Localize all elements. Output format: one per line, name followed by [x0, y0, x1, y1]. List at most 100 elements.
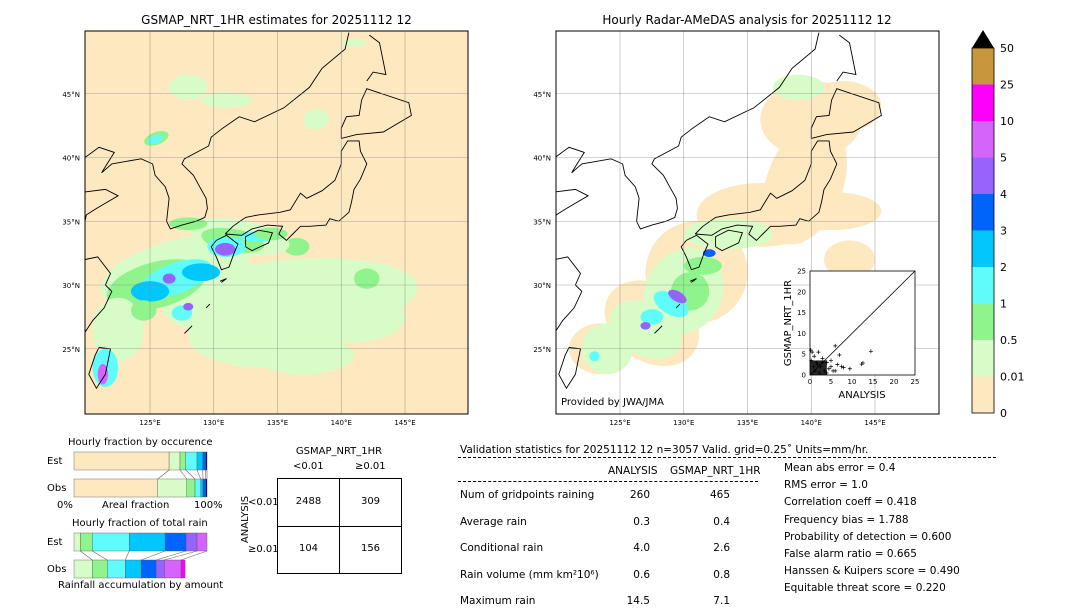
rain-obs-segment	[155, 559, 165, 579]
colorbar-label: 4	[1000, 188, 1007, 201]
score-line: Probability of detection = 0.600	[784, 530, 952, 543]
lon-tick-label: 125°E	[139, 419, 160, 427]
scatter-xtick: 0	[808, 378, 812, 386]
colorbar-label: 25	[1000, 79, 1014, 92]
coastline	[245, 229, 274, 252]
scatter-point	[812, 354, 817, 359]
coastline	[689, 278, 697, 283]
scatter-ytick: 15	[797, 309, 806, 317]
colorbar-label: 2	[1000, 261, 1007, 274]
rain-obs-segment	[180, 559, 186, 579]
scatter-point	[814, 360, 819, 365]
scatter-xtick: 15	[869, 378, 878, 386]
colorbar-label: 1	[1000, 298, 1007, 311]
connector	[180, 550, 208, 561]
col-analysis: ANALYSIS	[608, 465, 658, 477]
occ-obs-segment	[200, 478, 204, 498]
rain-obs-label: Obs	[47, 564, 67, 575]
scatter-xtick: 20	[890, 378, 899, 386]
cell-false-alarm: 309	[360, 496, 381, 507]
map-content	[85, 31, 468, 414]
col-label-0: <0.01	[293, 461, 324, 472]
cell-hit-none: 2488	[295, 496, 322, 507]
occ-est-segment	[73, 451, 170, 471]
col-gsmap: GSMAP_NRT_1HR	[670, 465, 761, 477]
stats-header: Validation statistics for 20251112 12 n=…	[460, 444, 869, 456]
lon-tick-label: 135°E	[737, 419, 758, 427]
score-line: Frequency bias = 1.788	[784, 513, 909, 526]
occ-est-segment	[196, 451, 203, 471]
connector	[179, 469, 188, 480]
rain-area	[130, 300, 157, 321]
rain-area	[215, 242, 236, 256]
row-label-0: <0.01	[248, 497, 279, 508]
lat-tick-label: 35°N	[533, 218, 551, 226]
rain-obs-segment	[107, 559, 126, 579]
stat-analysis: 14.5	[626, 595, 650, 607]
score-line: False alarm ratio = 0.665	[784, 548, 917, 560]
rain-est-segment	[92, 532, 130, 552]
rain-est-segment	[196, 532, 208, 552]
occ-obs-segment	[194, 478, 201, 498]
scatter-ytick: 10	[797, 330, 806, 338]
scatter-point	[820, 356, 825, 361]
rain-obs-segment	[92, 559, 108, 579]
colorbar-frame	[971, 47, 995, 414]
scatter-point	[822, 368, 827, 373]
rain-area	[254, 227, 288, 241]
lat-tick-label: 40°N	[62, 155, 80, 163]
score-line: Hanssen & Kuipers score = 0.490	[784, 565, 960, 578]
occ-obs-segment	[73, 478, 158, 498]
rain-obs-segment	[164, 559, 182, 579]
coastline	[715, 229, 744, 252]
stat-gsmap: 0.4	[713, 515, 730, 528]
colorbar-segment	[972, 194, 994, 231]
colorbar-label: 0.01	[1000, 371, 1025, 384]
scatter-xlabel: ANALYSIS	[838, 390, 885, 401]
scatter-point	[868, 349, 873, 354]
coastline	[556, 32, 820, 230]
scatter-point	[826, 366, 831, 371]
occ-tick-0: 0%	[57, 500, 73, 511]
rain-area	[162, 273, 176, 284]
stat-label: Rain volume (mm km²10⁶)	[460, 568, 599, 581]
coastline	[675, 303, 681, 309]
right-map-title: Hourly Radar-AMeDAS analysis for 2025111…	[602, 13, 892, 27]
score-line: Equitable threat score = 0.220	[784, 582, 946, 595]
coastline	[210, 234, 239, 271]
occ-obs-segment	[205, 478, 208, 498]
occ-est-segment	[179, 451, 186, 471]
colorbar-label: 3	[1000, 225, 1007, 238]
coastline	[205, 303, 211, 309]
rain-area	[183, 302, 194, 311]
rain-area	[181, 263, 221, 282]
scatter-xtick: 25	[911, 378, 920, 386]
map-frame	[84, 30, 469, 415]
colorbar-segment	[972, 376, 994, 413]
stat-gsmap: 465	[709, 489, 730, 501]
lat-tick-label: 30°N	[62, 282, 80, 290]
coastline	[680, 234, 709, 271]
occ-obs-segment	[202, 478, 206, 498]
rain-area	[653, 291, 689, 318]
colorbar-label: 50	[1000, 42, 1014, 55]
scatter-point	[818, 364, 823, 369]
score-line: RMS error = 1.0	[784, 479, 868, 492]
colorbar-segment	[972, 230, 994, 267]
colorbar-segment	[972, 121, 994, 158]
scatter-point	[829, 358, 833, 363]
rain-area	[773, 74, 824, 101]
connector	[92, 550, 108, 561]
stat-gsmap: 2.6	[713, 542, 730, 554]
lat-tick-label: 25°N	[533, 346, 551, 354]
rain-area	[668, 289, 687, 304]
rain-obs-segment	[125, 559, 142, 579]
scatter-inset: 00 5 5 10 10 15 15 20 20 25 25 ANALYSIS GSMAP_NRT_1H…	[783, 268, 919, 402]
stat-analysis: 0.6	[633, 568, 650, 581]
scatter-point	[811, 364, 816, 369]
stat-label: Maximum rain	[460, 595, 536, 607]
scatter-point	[839, 364, 844, 369]
coastline	[85, 256, 113, 333]
stat-label: Average rain	[460, 515, 527, 528]
scatter-point	[820, 360, 825, 365]
